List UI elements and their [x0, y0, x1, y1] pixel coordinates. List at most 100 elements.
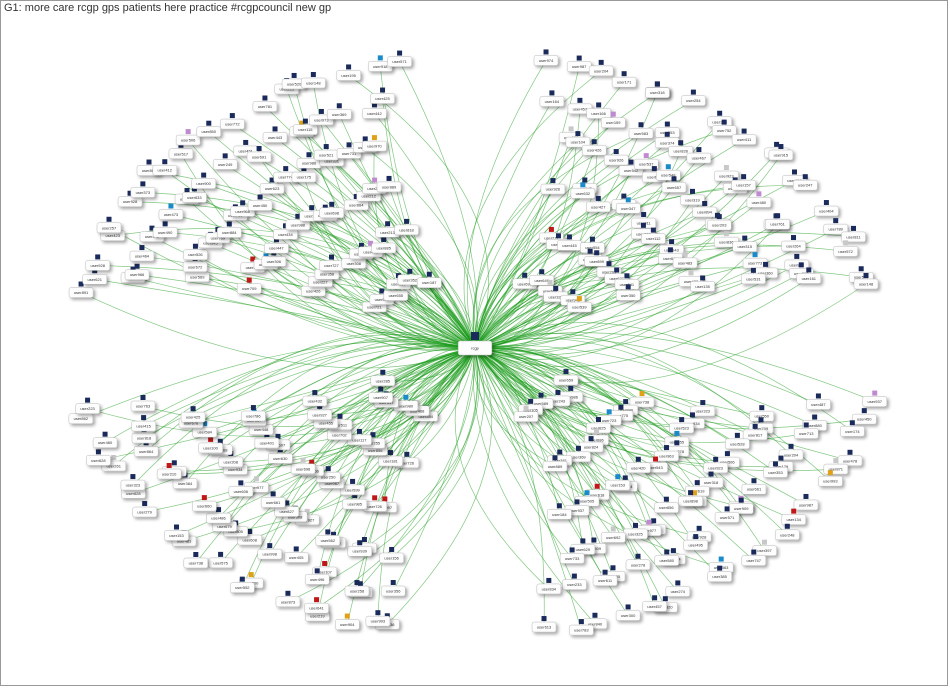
graph-node[interactable]: user204 — [589, 60, 613, 76]
graph-node[interactable]: user572 — [834, 240, 858, 256]
graph-node[interactable]: user478 — [838, 450, 862, 466]
graph-node[interactable]: user210 — [157, 463, 181, 479]
graph-node[interactable]: user153 — [165, 524, 189, 540]
graph-node[interactable]: user709 — [237, 278, 261, 294]
graph-node[interactable]: user692 — [601, 526, 625, 542]
graph-node[interactable]: user300 — [616, 604, 640, 620]
graph-node[interactable]: user698 — [320, 202, 344, 218]
graph-node[interactable]: user473 — [159, 203, 183, 219]
graph-node[interactable]: user781 — [253, 95, 277, 111]
graph-node[interactable]: user738 — [184, 552, 208, 568]
node-icon — [652, 595, 657, 600]
graph-node[interactable]: user233 — [562, 574, 586, 590]
graph-node[interactable]: user884 — [217, 221, 241, 237]
node-label: user323 — [696, 409, 711, 414]
graph-node[interactable]: user660 — [192, 495, 216, 511]
node-label: user161 — [802, 276, 817, 281]
graph-node[interactable]: user425 — [371, 88, 395, 104]
node-icon — [381, 237, 386, 242]
graph-node[interactable]: user985 — [343, 493, 367, 509]
graph-node[interactable]: user249 — [213, 153, 237, 169]
graph-node[interactable]: user134 — [782, 509, 806, 525]
graph-node[interactable]: user432 — [303, 390, 327, 406]
graph-node[interactable]: user521 — [314, 144, 338, 160]
graph-node[interactable]: user842 — [785, 254, 809, 270]
graph-node[interactable]: user761 — [766, 213, 790, 229]
node-label: user599 — [345, 487, 360, 492]
graph-node[interactable]: user928 — [86, 254, 110, 270]
graph-node[interactable]: user487 — [806, 393, 830, 409]
graph-node[interactable]: user274 — [666, 580, 690, 596]
graph-node[interactable]: user420 — [626, 457, 650, 473]
graph-node[interactable]: user889 — [377, 176, 401, 192]
graph-node[interactable]: user373 — [131, 181, 155, 197]
graph-node[interactable]: user195 — [337, 64, 361, 80]
graph-node[interactable]: user656 — [654, 497, 678, 513]
graph-node[interactable]: user248 — [775, 524, 799, 540]
node-icon — [271, 491, 276, 496]
graph-node[interactable]: user571 — [388, 51, 412, 67]
node-label: user487 — [811, 402, 826, 407]
graph-node[interactable]: user258 — [345, 580, 369, 596]
graph-node[interactable]: user318 — [645, 82, 669, 98]
graph-node[interactable]: user279 — [133, 501, 157, 517]
graph-node[interactable]: user148 — [301, 72, 325, 88]
graph-node[interactable]: user904 — [335, 614, 359, 630]
graph-node[interactable]: user460 — [93, 432, 117, 448]
graph-node[interactable]: user447 — [264, 237, 288, 253]
graph-node[interactable]: user278 — [626, 554, 650, 570]
graph-node[interactable]: user987 — [567, 56, 591, 72]
graph-node[interactable]: user661 — [261, 491, 285, 507]
graph-node[interactable]: user404 — [814, 200, 838, 216]
graph-node[interactable]: user415 — [132, 415, 156, 431]
graph-node[interactable]: user264 — [782, 235, 806, 251]
graph-node[interactable]: user171 — [612, 71, 636, 87]
node-icon — [579, 619, 584, 624]
node-icon — [354, 580, 359, 585]
graph-node[interactable]: user412 — [153, 159, 177, 175]
graph-node[interactable]: user480 — [747, 191, 771, 207]
graph-node[interactable]: user993 — [366, 610, 390, 626]
node-icon — [315, 568, 320, 573]
graph-node[interactable]: user308 — [708, 111, 732, 127]
graph-node[interactable]: user628 — [86, 449, 110, 465]
graph-node[interactable]: user850 — [197, 121, 221, 137]
graph-node[interactable]: user786 — [241, 405, 265, 421]
graph-node[interactable]: user425 — [181, 406, 205, 422]
graph-node[interactable]: user443 — [263, 126, 287, 142]
graph-node[interactable]: user464 — [130, 245, 154, 261]
graph-node[interactable]: user915 — [769, 144, 793, 160]
node-label: user425 — [186, 415, 201, 420]
graph-node[interactable]: user928 — [687, 526, 711, 542]
graph-node[interactable]: user613 — [532, 616, 556, 632]
graph-node[interactable]: user450 — [248, 194, 272, 210]
graph-node[interactable]: user490 — [153, 221, 177, 237]
graph-node[interactable]: user164 — [540, 90, 564, 106]
graph-node[interactable]: user548 — [656, 164, 680, 180]
graph-node[interactable]: user356 — [381, 580, 405, 596]
graph-node[interactable]: user974 — [534, 49, 558, 65]
graph-node[interactable]: user575 — [209, 552, 233, 568]
graph-node[interactable]: user641 — [305, 597, 329, 613]
graph-node[interactable]: user763 — [131, 395, 155, 411]
graph-node[interactable]: user156 — [380, 547, 404, 563]
graph-node[interactable]: user369 — [327, 103, 351, 119]
graph-node[interactable]: user772 — [220, 113, 244, 129]
graph-node[interactable]: user254 — [681, 90, 705, 106]
graph-node[interactable]: user583 — [629, 122, 653, 138]
node-icon — [603, 570, 608, 575]
graph-node[interactable]: user873 — [276, 591, 300, 607]
graph-node[interactable]: user661 — [742, 478, 766, 494]
graph-node[interactable]: user937 — [863, 391, 887, 407]
graph-node[interactable]: user966 — [125, 264, 149, 280]
node-icon — [582, 178, 587, 183]
graph-node[interactable]: user900 — [192, 173, 216, 189]
graph-node[interactable]: user562 — [316, 529, 340, 545]
graph-node[interactable]: user257 — [97, 217, 121, 233]
graph-node[interactable]: user926 — [604, 149, 628, 165]
graph-node[interactable]: user926 — [541, 178, 565, 194]
graph-node[interactable]: user223 — [76, 398, 100, 414]
node-icon — [641, 212, 646, 217]
graph-node[interactable]: user987 — [794, 494, 818, 510]
graph-node[interactable]: user450 — [852, 408, 876, 424]
